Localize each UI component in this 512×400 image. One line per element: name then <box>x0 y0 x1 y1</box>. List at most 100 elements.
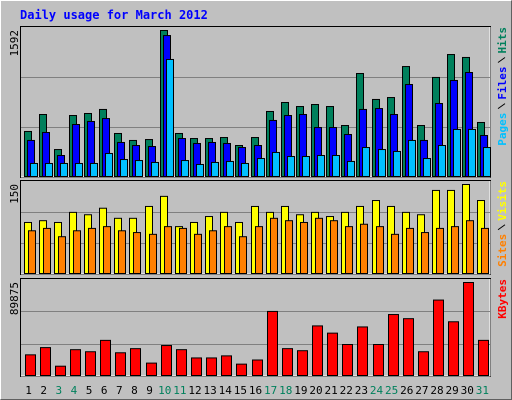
bar <box>135 160 143 177</box>
legend-label: Sites <box>496 234 509 267</box>
bar <box>181 160 189 177</box>
x-tick-label: 21 <box>325 384 338 397</box>
bar <box>90 162 98 177</box>
x-tick-label: 26 <box>400 384 413 397</box>
bar <box>30 162 38 177</box>
x-tick-label: 17 <box>264 384 277 397</box>
bar <box>226 160 234 177</box>
bar <box>221 355 232 377</box>
x-tick-label: 2 <box>40 384 47 397</box>
bar <box>241 162 249 177</box>
x-tick-label: 3 <box>56 384 63 397</box>
graph-title: Daily usage for March 2012 <box>20 8 208 22</box>
bar <box>466 220 474 274</box>
bar <box>149 233 157 274</box>
bar <box>421 232 429 274</box>
bar <box>25 354 36 376</box>
bar <box>433 299 444 376</box>
legend-separator <box>497 57 506 63</box>
bar <box>85 351 96 377</box>
bar <box>60 162 68 177</box>
bar <box>133 232 141 274</box>
x-tick-label: 5 <box>86 384 93 397</box>
bar <box>255 226 263 274</box>
bar <box>43 227 51 274</box>
bar <box>272 151 280 178</box>
bar <box>100 339 111 376</box>
bar <box>302 156 310 177</box>
bar <box>378 149 386 177</box>
bar <box>312 325 323 377</box>
bar <box>418 351 429 377</box>
bar <box>161 345 172 377</box>
bar <box>423 158 431 178</box>
x-tick-label: 23 <box>355 384 368 397</box>
bar <box>327 332 338 377</box>
bar <box>376 226 384 274</box>
bar <box>209 230 217 274</box>
bar <box>332 154 340 178</box>
x-tick-label: 30 <box>461 384 474 397</box>
x-tick-label: 29 <box>446 384 459 397</box>
y-tick-label: 1592 <box>8 30 21 57</box>
bar <box>115 352 126 376</box>
x-tick-label: 7 <box>116 384 123 397</box>
bar <box>436 227 444 274</box>
legend-label: Files <box>496 67 509 100</box>
x-tick-label: 31 <box>476 384 489 397</box>
bar <box>468 128 476 178</box>
legend-label: Pages <box>496 113 509 146</box>
bar <box>403 318 414 376</box>
bar <box>118 230 126 274</box>
x-tick-label: 12 <box>188 384 201 397</box>
bar <box>146 362 157 376</box>
legend-separator <box>497 224 506 231</box>
bar <box>28 230 36 274</box>
bar <box>453 128 461 178</box>
x-tick-label: 18 <box>279 384 292 397</box>
x-tick-label: 11 <box>173 384 186 397</box>
bar <box>55 365 66 377</box>
bar <box>287 156 295 177</box>
x-tick-label: 4 <box>71 384 78 397</box>
bar <box>451 226 459 274</box>
bar <box>285 220 293 274</box>
x-tick-label: 13 <box>203 384 216 397</box>
bar <box>270 217 278 275</box>
bar <box>388 314 399 376</box>
x-tick-label: 16 <box>249 384 262 397</box>
y-tick-label: 150 <box>8 184 21 204</box>
bar <box>70 349 81 377</box>
bar <box>211 161 219 178</box>
bar <box>45 162 53 177</box>
bar <box>73 230 81 274</box>
bar <box>317 154 325 178</box>
bar <box>463 282 474 376</box>
x-tick-label: 14 <box>219 384 233 397</box>
x-tick-label: 27 <box>415 384 428 397</box>
bar <box>357 326 368 377</box>
bar <box>330 220 338 274</box>
x-tick-label: 25 <box>385 384 398 397</box>
bar <box>282 348 293 376</box>
bar <box>166 58 174 178</box>
x-tick-label: 24 <box>370 384 384 397</box>
bar <box>194 233 202 274</box>
bar <box>257 158 265 178</box>
bar <box>252 359 263 377</box>
bar <box>315 217 323 275</box>
bar <box>224 226 232 274</box>
bar <box>120 159 128 177</box>
x-tick-label: 6 <box>101 384 108 397</box>
legend-label: Hits <box>496 27 509 54</box>
x-tick-label: 9 <box>146 384 153 397</box>
bar <box>360 223 368 274</box>
x-tick-label: 10 <box>158 384 171 397</box>
bar <box>103 226 111 274</box>
bar <box>362 147 370 177</box>
bar <box>196 163 204 177</box>
x-tick-label: 20 <box>309 384 322 397</box>
bar <box>438 145 446 178</box>
legend-label: KBytes <box>496 279 509 319</box>
bar <box>75 162 83 177</box>
